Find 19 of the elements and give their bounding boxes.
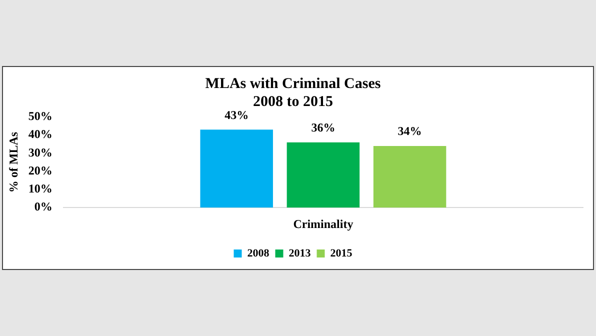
legend-label: 2008 (247, 247, 270, 260)
y-tick-label: 30% (28, 145, 52, 160)
data-label: 34% (398, 124, 422, 138)
y-tick-label: 0% (34, 200, 52, 214)
legend-label: 2013 (288, 247, 312, 260)
data-label: 36% (311, 120, 336, 134)
y-tick-label: 20% (28, 163, 52, 178)
bar (373, 146, 446, 208)
bar (200, 130, 273, 208)
y-axis-title: % of MLAs (6, 132, 20, 193)
bar (286, 142, 360, 208)
x-tick-label: Criminality (293, 216, 354, 231)
text: MLAs with Criminal Cases (205, 76, 381, 92)
y-tick-label: 50% (28, 109, 52, 124)
legend-label: 2015 (330, 247, 353, 260)
data-label: 43% (224, 108, 249, 122)
y-tick-label: 10% (28, 182, 52, 196)
y-tick-label: 40% (28, 127, 52, 142)
text: 2008 to 2015 (253, 94, 333, 110)
